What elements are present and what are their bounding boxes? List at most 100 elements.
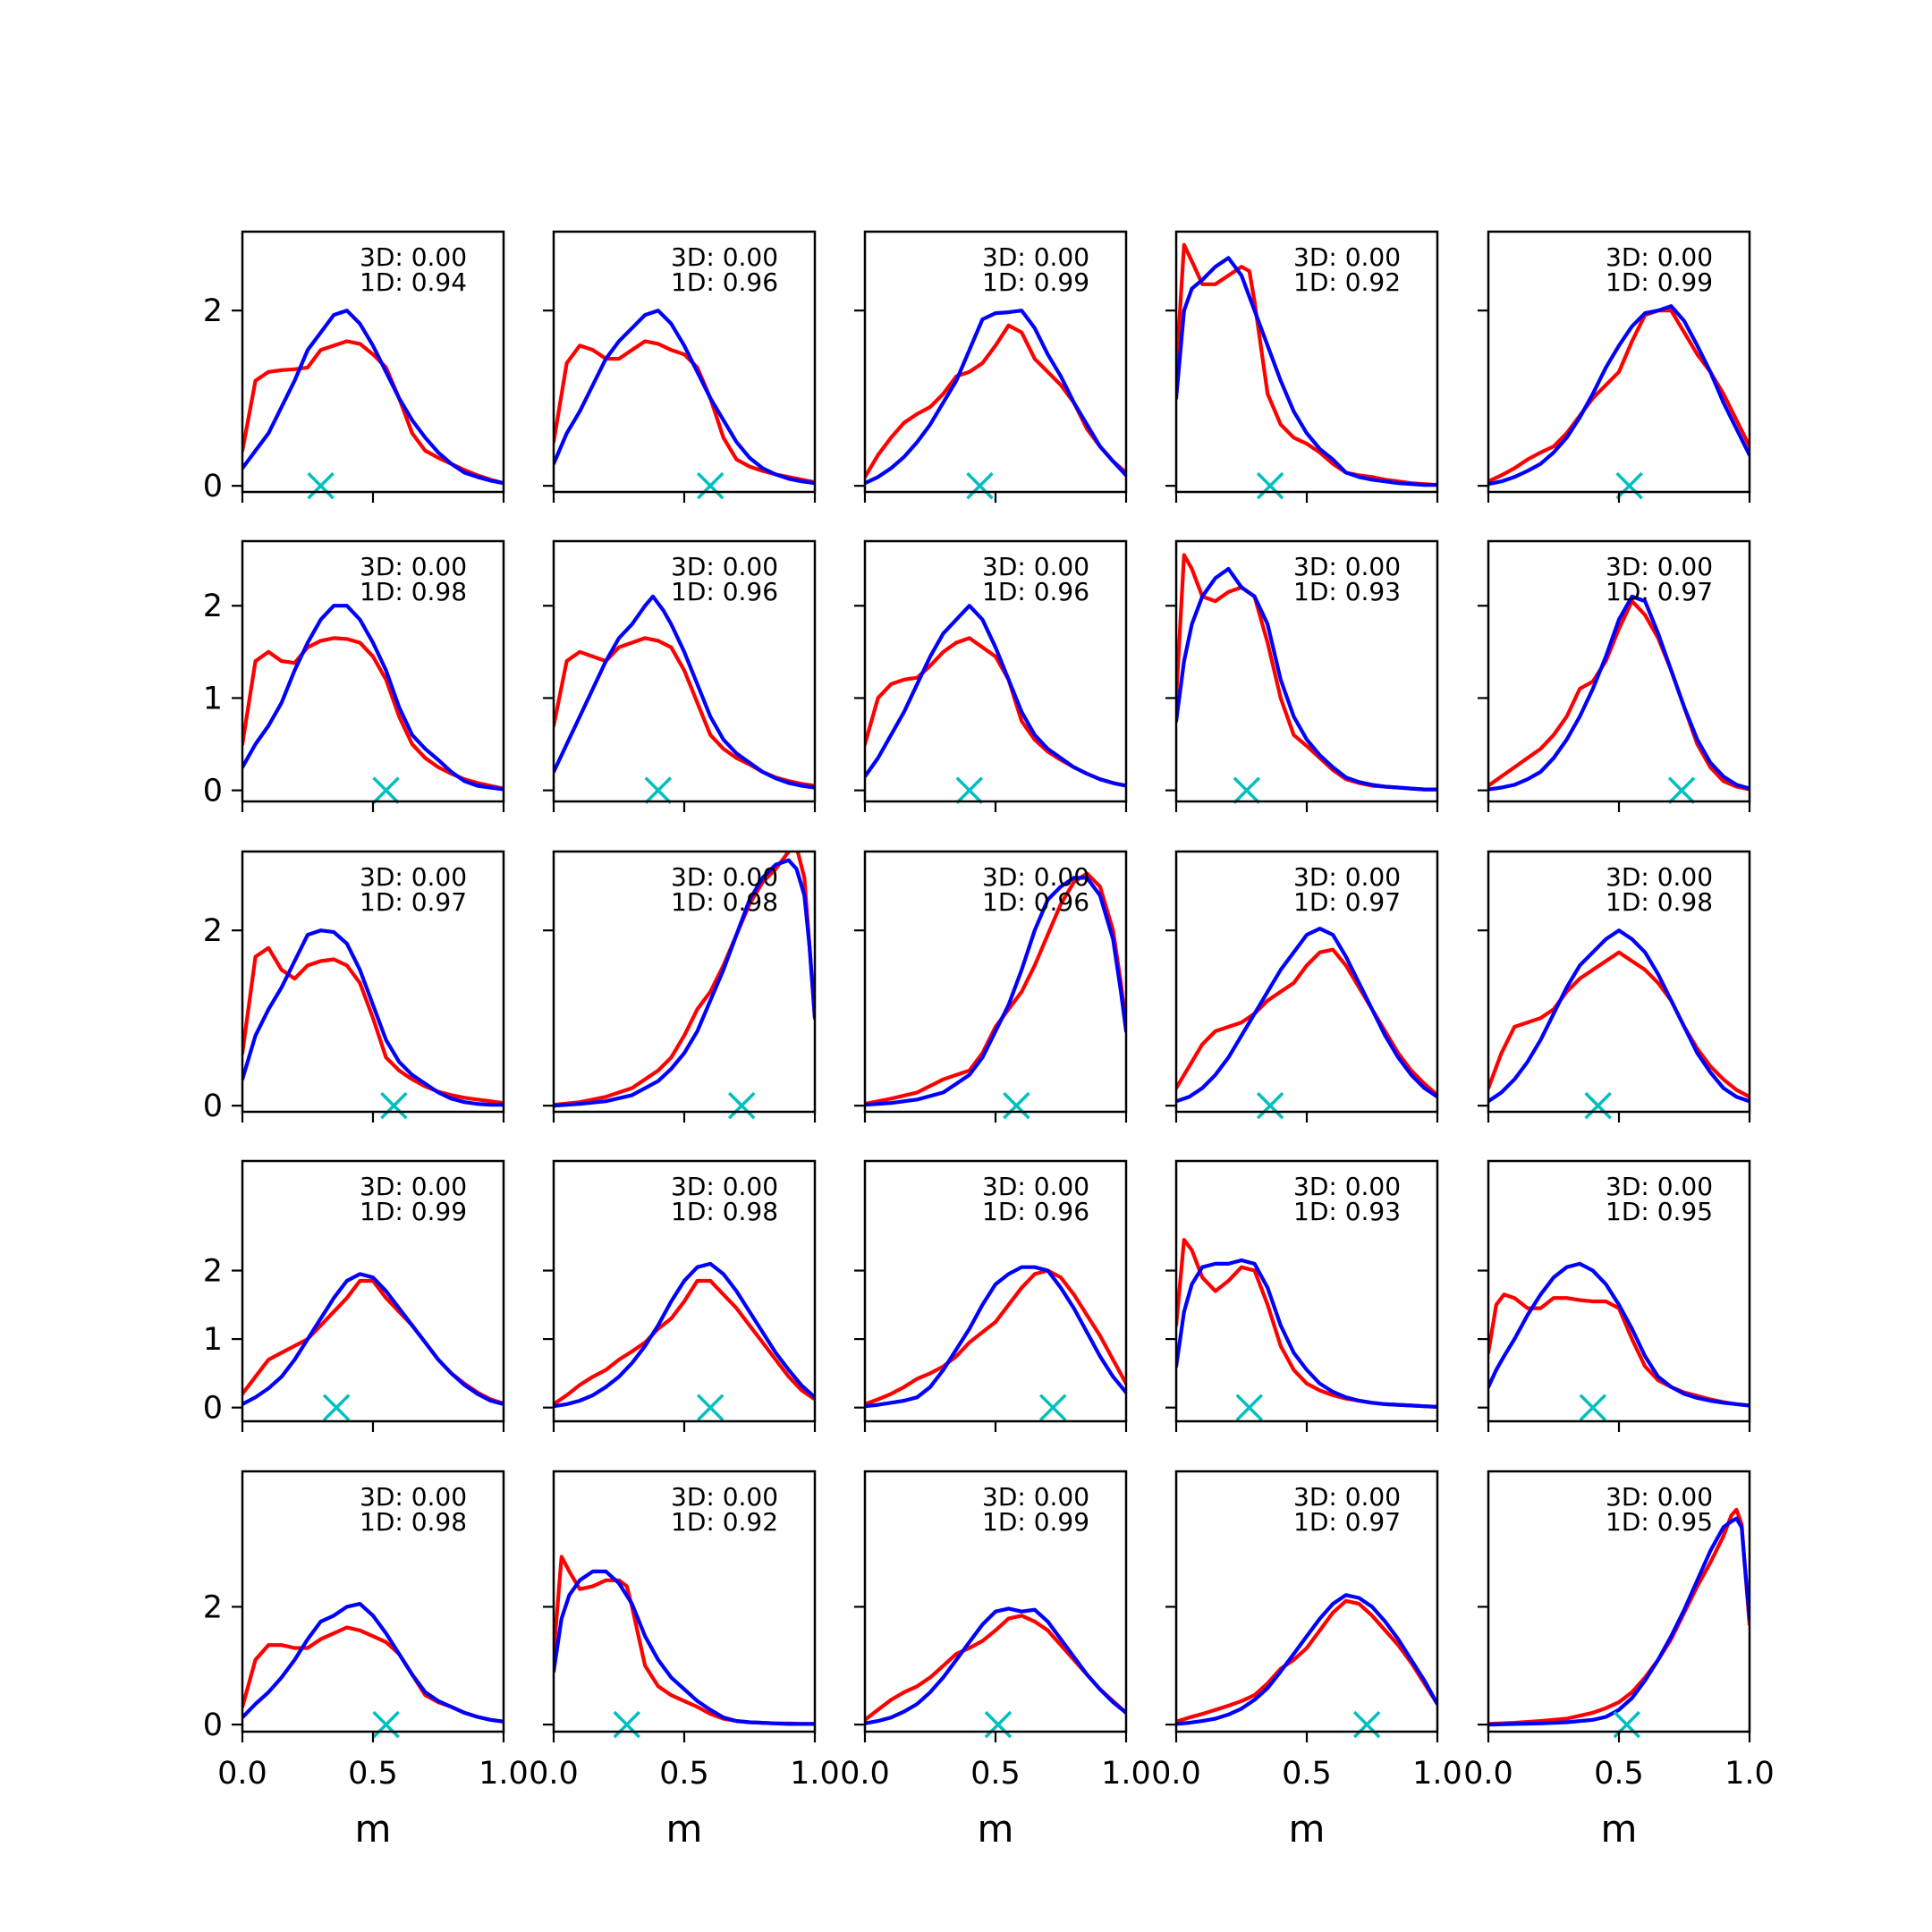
x-tick-label: 1.0 [479,1756,529,1792]
annotation-3d: 3D: 0.00 [982,1172,1089,1201]
annotation-3d: 3D: 0.00 [1293,1172,1401,1201]
series-group [242,928,504,1107]
x-tick-label: 0.0 [529,1756,579,1792]
series-line-blue [1176,1593,1437,1726]
cross-marker [955,776,984,804]
annotation-3d: 3D: 0.00 [982,242,1089,272]
y-tick-label: 2 [203,1589,223,1625]
cross-marker [1256,471,1284,500]
annotation-3d: 3D: 0.00 [360,862,467,892]
annotation-3d: 3D: 0.00 [671,1482,778,1512]
series-line-blue [865,1265,1126,1409]
annotation-3d: 3D: 0.00 [671,1172,778,1201]
cross-marker [1667,776,1696,804]
annotation-3d: 3D: 0.00 [360,552,467,581]
y-tick-label: 1 [203,681,223,716]
series-line-red [242,945,504,1106]
series-line-blue [242,1272,504,1406]
y-tick-label: 2 [203,589,223,624]
y-tick-label: 1 [203,1322,223,1358]
series-line-blue [1488,1516,1750,1727]
annotation-1d: 1D: 0.98 [360,1507,467,1537]
series-group [1488,928,1750,1104]
series-group [242,604,504,792]
x-tick-label: 1.0 [1101,1756,1151,1792]
cross-marker [1615,471,1643,500]
annotation-3d: 3D: 0.00 [360,1482,467,1512]
cross-marker [984,1710,1013,1739]
x-tick-label: 0.5 [1594,1756,1644,1792]
x-tick-label: 0.5 [970,1756,1021,1792]
cross-marker [1235,1394,1263,1421]
cross-marker [644,776,673,804]
series-line-blue [865,309,1126,486]
x-axis-label: m [1601,1807,1638,1851]
cross-marker [1579,1394,1607,1421]
cross-marker [696,471,724,500]
series-line-blue [865,604,1126,788]
annotation-3d: 3D: 0.00 [1293,552,1401,581]
cross-marker [1256,1091,1284,1120]
series-group [1488,1261,1750,1408]
annotation-1d: 1D: 0.98 [360,577,467,606]
annotation-1d: 1D: 0.96 [982,1197,1089,1226]
x-tick-label: 0.5 [659,1756,709,1792]
annotation-3d: 3D: 0.00 [982,552,1089,581]
series-line-blue [554,594,815,790]
series-line-blue [1488,928,1750,1104]
series-line-blue [865,1606,1126,1725]
series-group [554,594,815,790]
x-tick-label: 0.5 [348,1756,398,1792]
series-line-blue [554,1261,815,1409]
series-line-blue [1176,566,1437,792]
y-tick-label: 0 [203,774,223,809]
series-line-red [1488,599,1750,792]
annotation-3d: 3D: 0.00 [1606,1172,1713,1201]
y-tick-label: 0 [203,1089,223,1124]
series-group [865,1265,1126,1409]
y-tick-label: 0 [203,1391,223,1427]
series-group [554,1555,815,1726]
annotation-3d: 3D: 0.00 [1606,552,1713,581]
series-line-blue [1176,1258,1437,1409]
series-line-blue [1488,304,1750,487]
cross-marker [1352,1710,1381,1739]
y-tick-label: 2 [203,293,223,329]
y-tick-label: 2 [203,913,223,949]
annotation-3d: 3D: 0.00 [1606,1482,1713,1512]
annotation-3d: 3D: 0.00 [671,242,778,272]
cross-marker [307,471,335,500]
series-line-red [1176,947,1437,1097]
annotation-1d: 1D: 0.97 [1606,577,1713,606]
annotation-1d: 1D: 0.97 [1293,887,1401,917]
series-line-red [1488,950,1750,1099]
annotation-3d: 3D: 0.00 [360,242,467,272]
annotation-3d: 3D: 0.00 [1293,1482,1401,1512]
series-group [1176,553,1437,792]
annotation-3d: 3D: 0.00 [1293,862,1401,892]
annotation-1d: 1D: 0.97 [360,887,467,917]
annotation-1d: 1D: 0.96 [671,577,778,606]
cross-marker [372,776,400,804]
annotation-1d: 1D: 0.93 [1293,577,1401,606]
annotation-3d: 3D: 0.00 [360,1172,467,1201]
x-tick-label: 1.0 [790,1756,840,1792]
annotation-3d: 3D: 0.00 [982,862,1089,892]
series-group [865,604,1126,788]
series-line-red [1176,1598,1437,1724]
series-group [242,309,504,486]
